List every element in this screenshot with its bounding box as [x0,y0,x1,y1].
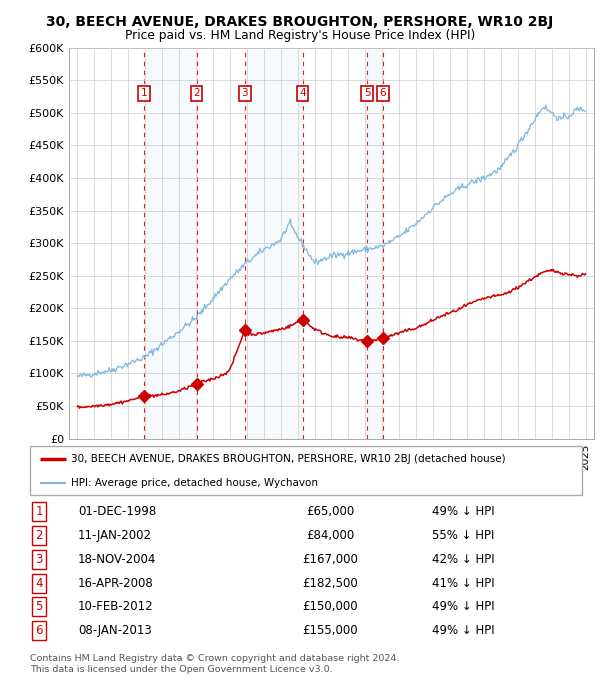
Text: 01-DEC-1998: 01-DEC-1998 [78,505,156,518]
Text: This data is licensed under the Open Government Licence v3.0.: This data is licensed under the Open Gov… [30,665,332,674]
Text: 1: 1 [140,88,147,98]
Text: 5: 5 [364,88,371,98]
Bar [144,48,197,439]
Bar [245,48,302,439]
Text: 2: 2 [193,88,200,98]
Text: £155,000: £155,000 [302,624,358,637]
Text: 18-NOV-2004: 18-NOV-2004 [78,553,157,566]
Text: 4: 4 [35,577,43,590]
Text: 49% ↓ HPI: 49% ↓ HPI [432,505,494,518]
Text: 42% ↓ HPI: 42% ↓ HPI [432,553,494,566]
Text: 3: 3 [241,88,248,98]
Bar [367,48,383,439]
Text: 5: 5 [35,600,43,613]
Text: 49% ↓ HPI: 49% ↓ HPI [432,600,494,613]
Text: Price paid vs. HM Land Registry's House Price Index (HPI): Price paid vs. HM Land Registry's House … [125,29,475,41]
Text: 4: 4 [299,88,306,98]
Text: Contains HM Land Registry data © Crown copyright and database right 2024.: Contains HM Land Registry data © Crown c… [30,654,400,663]
Text: 55% ↓ HPI: 55% ↓ HPI [432,529,494,542]
Text: 41% ↓ HPI: 41% ↓ HPI [432,577,494,590]
Text: 16-APR-2008: 16-APR-2008 [78,577,154,590]
Text: 49% ↓ HPI: 49% ↓ HPI [432,624,494,637]
Text: 11-JAN-2002: 11-JAN-2002 [78,529,152,542]
Text: HPI: Average price, detached house, Wychavon: HPI: Average price, detached house, Wych… [71,478,319,488]
Text: 3: 3 [35,553,43,566]
Text: 2: 2 [35,529,43,542]
Text: 30, BEECH AVENUE, DRAKES BROUGHTON, PERSHORE, WR10 2BJ (detached house): 30, BEECH AVENUE, DRAKES BROUGHTON, PERS… [71,454,506,464]
Text: £65,000: £65,000 [306,505,354,518]
Text: £182,500: £182,500 [302,577,358,590]
Text: 10-FEB-2012: 10-FEB-2012 [78,600,154,613]
Text: £84,000: £84,000 [306,529,354,542]
Text: 30, BEECH AVENUE, DRAKES BROUGHTON, PERSHORE, WR10 2BJ: 30, BEECH AVENUE, DRAKES BROUGHTON, PERS… [46,15,554,29]
Text: 6: 6 [35,624,43,637]
Text: £150,000: £150,000 [302,600,358,613]
Text: 08-JAN-2013: 08-JAN-2013 [78,624,152,637]
Text: £167,000: £167,000 [302,553,358,566]
Text: 1: 1 [35,505,43,518]
Text: 6: 6 [380,88,386,98]
